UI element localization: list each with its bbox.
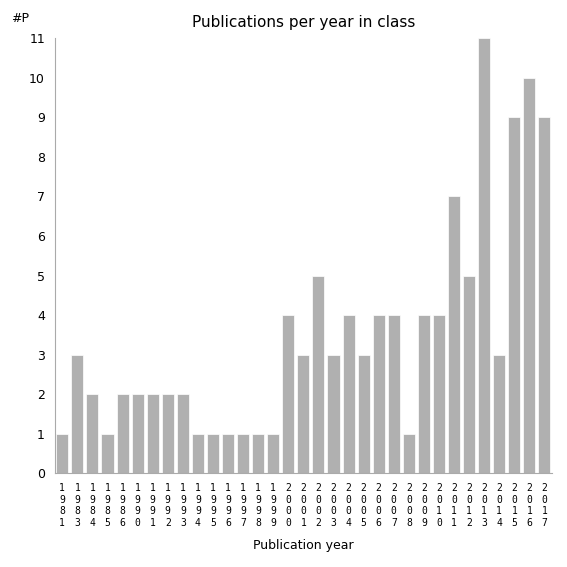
Y-axis label: #P: #P	[11, 12, 29, 25]
Bar	[523, 78, 535, 473]
Bar	[478, 38, 490, 473]
Bar	[463, 276, 475, 473]
Bar	[297, 355, 310, 473]
Bar	[132, 394, 143, 473]
Bar	[86, 394, 99, 473]
Bar	[433, 315, 445, 473]
Bar	[493, 355, 505, 473]
Bar	[237, 434, 249, 473]
Bar	[388, 315, 400, 473]
Bar	[418, 315, 430, 473]
Bar	[147, 394, 159, 473]
Bar	[222, 434, 234, 473]
Bar	[207, 434, 219, 473]
Bar	[539, 117, 551, 473]
Bar	[56, 434, 68, 473]
Bar	[312, 276, 324, 473]
Bar	[373, 315, 385, 473]
Bar	[252, 434, 264, 473]
Bar	[508, 117, 521, 473]
Bar	[342, 315, 354, 473]
Bar	[267, 434, 280, 473]
Bar	[282, 315, 294, 473]
Bar	[192, 434, 204, 473]
Bar	[177, 394, 189, 473]
Bar	[403, 434, 415, 473]
Bar	[101, 434, 113, 473]
Bar	[117, 394, 129, 473]
Bar	[448, 196, 460, 473]
X-axis label: Publication year: Publication year	[253, 539, 354, 552]
Bar	[358, 355, 370, 473]
Bar	[162, 394, 174, 473]
Bar	[71, 355, 83, 473]
Title: Publications per year in class: Publications per year in class	[192, 15, 415, 30]
Bar	[328, 355, 340, 473]
